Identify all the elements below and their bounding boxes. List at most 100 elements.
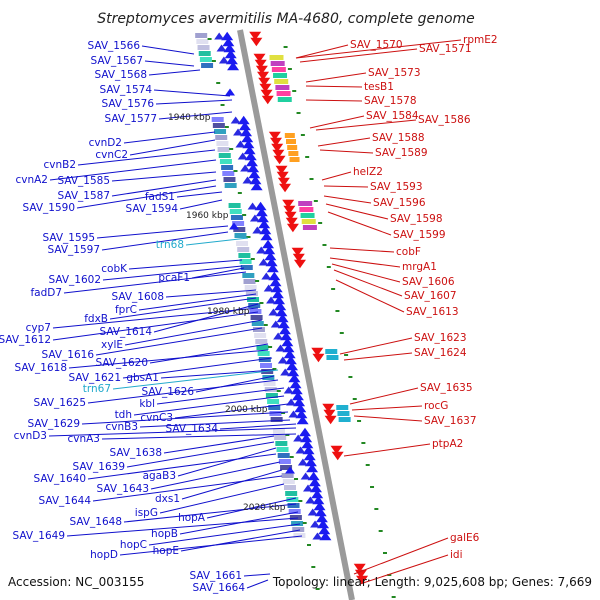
- left-gene-label[interactable]: SAV_1568: [94, 69, 147, 81]
- left-gene-label[interactable]: hopB: [151, 528, 178, 540]
- left-gene-label[interactable]: SAV_1649: [12, 530, 65, 542]
- left-gene-label[interactable]: SAV_1602: [48, 274, 101, 286]
- left-gene-label[interactable]: SAV_1577: [104, 113, 157, 125]
- gene-arrow: [214, 32, 225, 40]
- left-gene-label[interactable]: SAV_1574: [99, 84, 152, 96]
- left-gene-label[interactable]: SAV_1597: [47, 244, 100, 256]
- right-gene-label[interactable]: cobF: [396, 246, 421, 258]
- right-gene-label[interactable]: mrgA1: [402, 261, 437, 273]
- right-gene-label[interactable]: idi: [450, 549, 463, 561]
- left-leader-line: [191, 267, 245, 279]
- left-gene-label[interactable]: cvnC3: [140, 412, 173, 424]
- right-gene-label[interactable]: SAV_1586: [418, 114, 471, 126]
- left-gene-label[interactable]: SAV_1625: [33, 397, 86, 409]
- left-gene-label[interactable]: gbsA1: [126, 372, 159, 384]
- right-gene-label[interactable]: galE6: [450, 532, 480, 544]
- left-gene-label[interactable]: xylE: [101, 339, 123, 351]
- left-gene-label[interactable]: hopD: [90, 549, 118, 561]
- left-gene-label[interactable]: SAV_1618: [14, 362, 67, 374]
- gene-arrow: [295, 409, 308, 419]
- left-gene-label[interactable]: pcaF1: [158, 272, 190, 284]
- right-gene-label[interactable]: SAV_1578: [364, 95, 417, 107]
- left-gene-label[interactable]: cobK: [101, 263, 128, 275]
- left-gene-label[interactable]: hopE: [153, 545, 179, 557]
- left-gene-label[interactable]: SAV_1634: [165, 423, 218, 435]
- right-gene-label[interactable]: SAV_1571: [419, 43, 472, 55]
- left-gene-label[interactable]: SAV_1590: [22, 202, 75, 214]
- right-gene-label[interactable]: SAV_1623: [414, 332, 467, 344]
- left-gene-label[interactable]: cvnB3: [105, 421, 138, 433]
- right-gene-label[interactable]: SAV_1598: [390, 213, 443, 225]
- left-gene-label[interactable]: cvnC2: [95, 149, 128, 161]
- left-gene-label[interactable]: SAV_1587: [57, 190, 110, 202]
- left-gene-label[interactable]: trn68: [156, 239, 184, 251]
- right-gene-label[interactable]: SAV_1599: [393, 229, 446, 241]
- right-gene-label[interactable]: helZ2: [353, 166, 383, 178]
- left-leader-line: [246, 579, 269, 589]
- left-gene-label[interactable]: SAV_1594: [125, 203, 178, 215]
- left-gene-label[interactable]: SAV_1621: [68, 372, 121, 384]
- left-gene-label[interactable]: tdh: [115, 409, 132, 421]
- left-gene-label[interactable]: trn67: [83, 383, 111, 395]
- right-gene-label[interactable]: SAV_1584: [366, 110, 419, 122]
- right-gene-label[interactable]: ptpA2: [432, 438, 463, 450]
- left-gene-label[interactable]: SAV_1620: [95, 357, 148, 369]
- left-gene-label[interactable]: fadS1: [145, 191, 175, 203]
- left-gene-label[interactable]: SAV_1566: [87, 40, 140, 52]
- left-gene-label[interactable]: cvnD3: [14, 430, 47, 442]
- left-gene-label[interactable]: SAV_1585: [57, 175, 110, 187]
- right-gene-label[interactable]: SAV_1593: [370, 181, 423, 193]
- left-gene-label[interactable]: SAV_1648: [69, 516, 122, 528]
- gene-arrow: [306, 463, 319, 473]
- left-gene-label[interactable]: hopC: [120, 539, 147, 551]
- left-gene-label[interactable]: agaB3: [143, 470, 176, 482]
- left-gene-label[interactable]: SAV_1614: [99, 326, 152, 338]
- left-gene-label[interactable]: SAV_1576: [101, 98, 154, 110]
- left-gene-label[interactable]: cvnA2: [15, 174, 48, 186]
- left-gene-label[interactable]: SAV_1639: [72, 461, 125, 473]
- left-gene-label[interactable]: SAV_1595: [42, 232, 95, 244]
- right-gene-label[interactable]: SAV_1635: [420, 382, 473, 394]
- left-gene-label[interactable]: ispG: [135, 507, 158, 519]
- right-gene-label[interactable]: SAV_1596: [373, 197, 426, 209]
- tick-mark: [283, 46, 288, 48]
- left-gene-label[interactable]: fdxB: [84, 313, 108, 325]
- right-gene-label[interactable]: SAV_1606: [402, 276, 455, 288]
- left-gene-label[interactable]: SAV_1644: [38, 495, 91, 507]
- left-gene-label[interactable]: SAV_1643: [96, 483, 149, 495]
- left-gene-label[interactable]: SAV_1640: [33, 473, 86, 485]
- left-gene-label[interactable]: cyp7: [26, 322, 51, 334]
- left-leader-line: [133, 395, 285, 416]
- left-gene-label[interactable]: fprC: [115, 304, 137, 316]
- left-gene-label[interactable]: SAV_1661: [189, 570, 242, 582]
- right-gene-label[interactable]: SAV_1588: [372, 132, 425, 144]
- left-gene-label[interactable]: SAV_1567: [90, 55, 143, 67]
- left-gene-label[interactable]: SAV_1612: [0, 334, 51, 346]
- left-gene-label[interactable]: kbl: [139, 398, 155, 410]
- right-gene-label[interactable]: SAV_1613: [406, 306, 459, 318]
- left-gene-label[interactable]: hopA: [178, 512, 206, 524]
- left-gene-label[interactable]: SAV_1616: [41, 349, 94, 361]
- left-gene-label[interactable]: SAV_1626: [141, 386, 194, 398]
- gene-arrow: [266, 296, 277, 304]
- gene-arrow: [258, 77, 271, 87]
- left-gene-label[interactable]: fadD7: [30, 287, 62, 299]
- left-gene-label[interactable]: SAV_1608: [111, 291, 164, 303]
- left-gene-label[interactable]: SAV_1629: [27, 418, 80, 430]
- right-gene-label[interactable]: SAV_1573: [368, 67, 421, 79]
- right-gene-label[interactable]: SAV_1607: [404, 290, 457, 302]
- gene-arrow: [227, 61, 240, 71]
- right-gene-label[interactable]: tesB1: [364, 81, 394, 93]
- right-gene-label[interactable]: SAV_1637: [424, 415, 477, 427]
- left-gene-label[interactable]: cvnB2: [43, 159, 76, 171]
- right-gene-label[interactable]: SAV_1570: [350, 39, 403, 51]
- left-gene-label[interactable]: cvnA3: [67, 433, 100, 445]
- left-gene-label[interactable]: SAV_1664: [192, 582, 245, 594]
- right-gene-label[interactable]: SAV_1589: [375, 147, 428, 159]
- right-gene-label[interactable]: rpmE2: [463, 34, 498, 46]
- right-gene-label[interactable]: SAV_1624: [414, 347, 467, 359]
- left-gene-label[interactable]: SAV_1638: [109, 447, 162, 459]
- left-gene-label[interactable]: dxs1: [155, 493, 180, 505]
- left-gene-label[interactable]: cvnD2: [89, 137, 122, 149]
- right-gene-label[interactable]: rocG: [424, 400, 448, 412]
